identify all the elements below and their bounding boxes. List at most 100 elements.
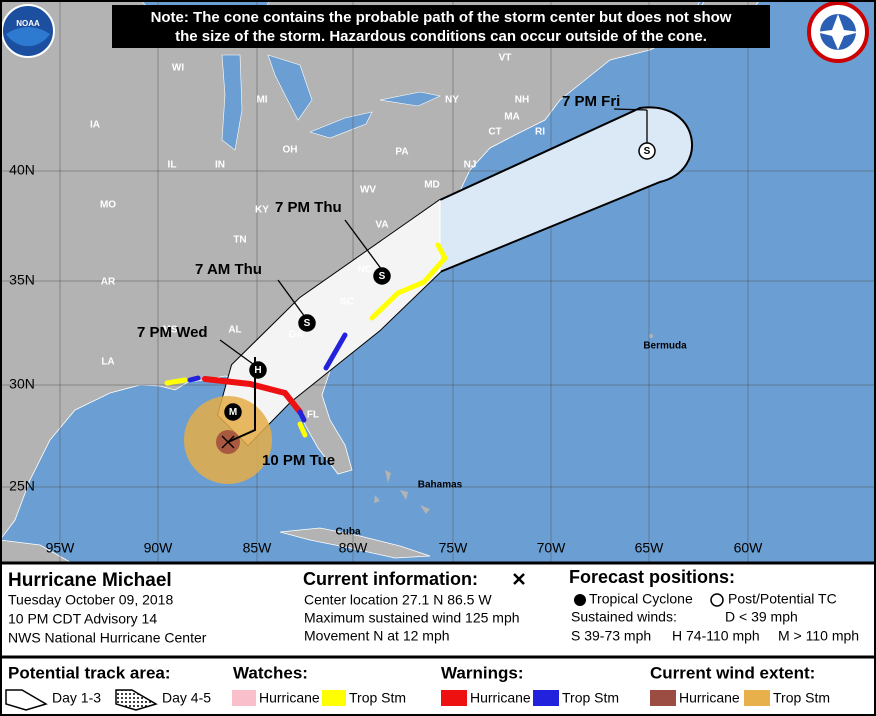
latitude-label: 25N bbox=[9, 478, 35, 494]
wind-hurricane-swatch bbox=[650, 690, 676, 706]
longitude-label: 65W bbox=[635, 540, 665, 556]
state-label: VA bbox=[375, 220, 388, 231]
legend-title: Warnings: bbox=[441, 663, 523, 682]
state-label: IL bbox=[168, 160, 177, 171]
latitude-label: 35N bbox=[9, 272, 35, 288]
storm-advisory: 10 PM CDT Advisory 14 bbox=[8, 611, 157, 627]
track-line bbox=[227, 357, 256, 443]
tropical-icon bbox=[574, 594, 586, 606]
watch-trop-swatch bbox=[322, 690, 346, 706]
state-label: CT bbox=[488, 127, 501, 138]
wind-trop-swatch bbox=[744, 690, 770, 706]
forecast-text: H 74-110 mph bbox=[672, 628, 760, 644]
state-label: LA bbox=[101, 357, 114, 368]
state-label: SC bbox=[340, 297, 354, 308]
place-label: Cuba bbox=[336, 527, 361, 538]
legend-title: Watches: bbox=[233, 663, 308, 682]
legend-text: Trop Stm bbox=[562, 690, 619, 706]
state-label: NC bbox=[358, 265, 372, 276]
note-line: Note: The cone contains the probable pat… bbox=[151, 9, 732, 26]
legend-text: Hurricane bbox=[259, 690, 320, 706]
warning-hurricane-swatch bbox=[441, 690, 467, 706]
state-label: MO bbox=[100, 200, 116, 211]
state-label: AL bbox=[228, 325, 241, 336]
longitude-label: 90W bbox=[144, 540, 174, 556]
marker-letter: M bbox=[229, 407, 237, 418]
storm-name: Hurricane Michael bbox=[8, 570, 172, 591]
warning-trop-swatch bbox=[533, 690, 559, 706]
current-heading: Current information: bbox=[303, 569, 478, 589]
forecast-text: Tropical Cyclone bbox=[589, 591, 693, 607]
state-label: PA bbox=[395, 147, 408, 158]
current-line: Center location 27.1 N 86.5 W bbox=[304, 592, 492, 608]
latitude-label: 30N bbox=[9, 376, 35, 392]
longitude-label: 85W bbox=[243, 540, 273, 556]
noaa-logo-wave bbox=[6, 27, 50, 47]
marker-letter: S bbox=[304, 318, 311, 329]
marker-letter: H bbox=[254, 365, 261, 376]
state-label: WV bbox=[360, 185, 376, 196]
storm-office: NWS National Hurricane Center bbox=[8, 630, 207, 646]
noaa-logo-text: NOAA bbox=[16, 19, 40, 28]
forecast-marker bbox=[373, 267, 391, 285]
current-line: Movement N at 12 mph bbox=[304, 628, 450, 644]
forecast-heading: Forecast positions: bbox=[569, 567, 735, 587]
forecast-text: S 39-73 mph bbox=[571, 628, 651, 644]
note-line: the size of the storm. Hazardous conditi… bbox=[175, 28, 707, 45]
longitude-label: 70W bbox=[537, 540, 567, 556]
nws-logo-star bbox=[816, 14, 860, 50]
state-label: KY bbox=[255, 205, 269, 216]
state-label: FL bbox=[307, 410, 319, 421]
legend-text: Hurricane bbox=[470, 690, 531, 706]
forecast-cone bbox=[216, 106, 694, 447]
longitude-label: 60W bbox=[734, 540, 764, 556]
forecast-label: 7 PM Wed bbox=[137, 324, 208, 341]
forecast-label: 7 PM Fri bbox=[562, 93, 620, 110]
info-panel bbox=[0, 562, 876, 716]
state-label: NJ bbox=[464, 160, 477, 171]
land bbox=[0, 539, 71, 562]
post-icon bbox=[710, 593, 724, 607]
day45-icon bbox=[115, 689, 158, 711]
current-line: Maximum sustained wind 125 mph bbox=[304, 610, 520, 626]
state-label: IN bbox=[215, 160, 225, 171]
longitude-label: 80W bbox=[339, 540, 369, 556]
state-label: NH bbox=[515, 95, 529, 106]
day13-icon bbox=[5, 689, 48, 711]
place-label: Bahamas bbox=[418, 480, 463, 491]
forecast-text: Post/Potential TC bbox=[728, 591, 837, 607]
state-label: AR bbox=[101, 277, 116, 288]
marker-letter: S bbox=[379, 271, 386, 282]
longitude-label: 95W bbox=[46, 540, 76, 556]
label-leaders bbox=[219, 108, 648, 365]
bermuda-island bbox=[649, 334, 653, 338]
state-label: NY bbox=[445, 95, 459, 106]
state-label: VT bbox=[499, 53, 512, 64]
forecast-marker bbox=[298, 314, 316, 332]
longitude-label: 75W bbox=[439, 540, 469, 556]
place-label: Bermuda bbox=[643, 341, 687, 352]
state-label: MS bbox=[163, 325, 178, 336]
storm-date: Tuesday October 09, 2018 bbox=[8, 592, 173, 608]
watch-hurricane-swatch bbox=[232, 690, 256, 706]
state-label: TN bbox=[233, 235, 246, 246]
note-box bbox=[112, 5, 770, 48]
marker-letter: S bbox=[644, 146, 651, 157]
legend-text: Hurricane bbox=[679, 690, 740, 706]
coastal-warnings bbox=[164, 242, 449, 438]
state-label: RI bbox=[535, 127, 545, 138]
state-label: OH bbox=[283, 145, 298, 156]
legend-text: Day 1-3 bbox=[52, 690, 101, 706]
forecast-marker bbox=[224, 403, 242, 421]
legend-text: Trop Stm bbox=[349, 690, 406, 706]
forecast-text: D < 39 mph bbox=[725, 609, 798, 625]
state-label: MI bbox=[256, 95, 267, 106]
legend-title: Potential track area: bbox=[8, 663, 171, 682]
legend-title: Current wind extent: bbox=[650, 663, 815, 682]
forecast-label: 7 AM Thu bbox=[195, 261, 262, 278]
current-icon bbox=[513, 573, 525, 585]
forecast-marker bbox=[638, 142, 656, 160]
forecast-marker bbox=[249, 361, 267, 379]
forecast-text: M > 110 mph bbox=[778, 628, 859, 644]
